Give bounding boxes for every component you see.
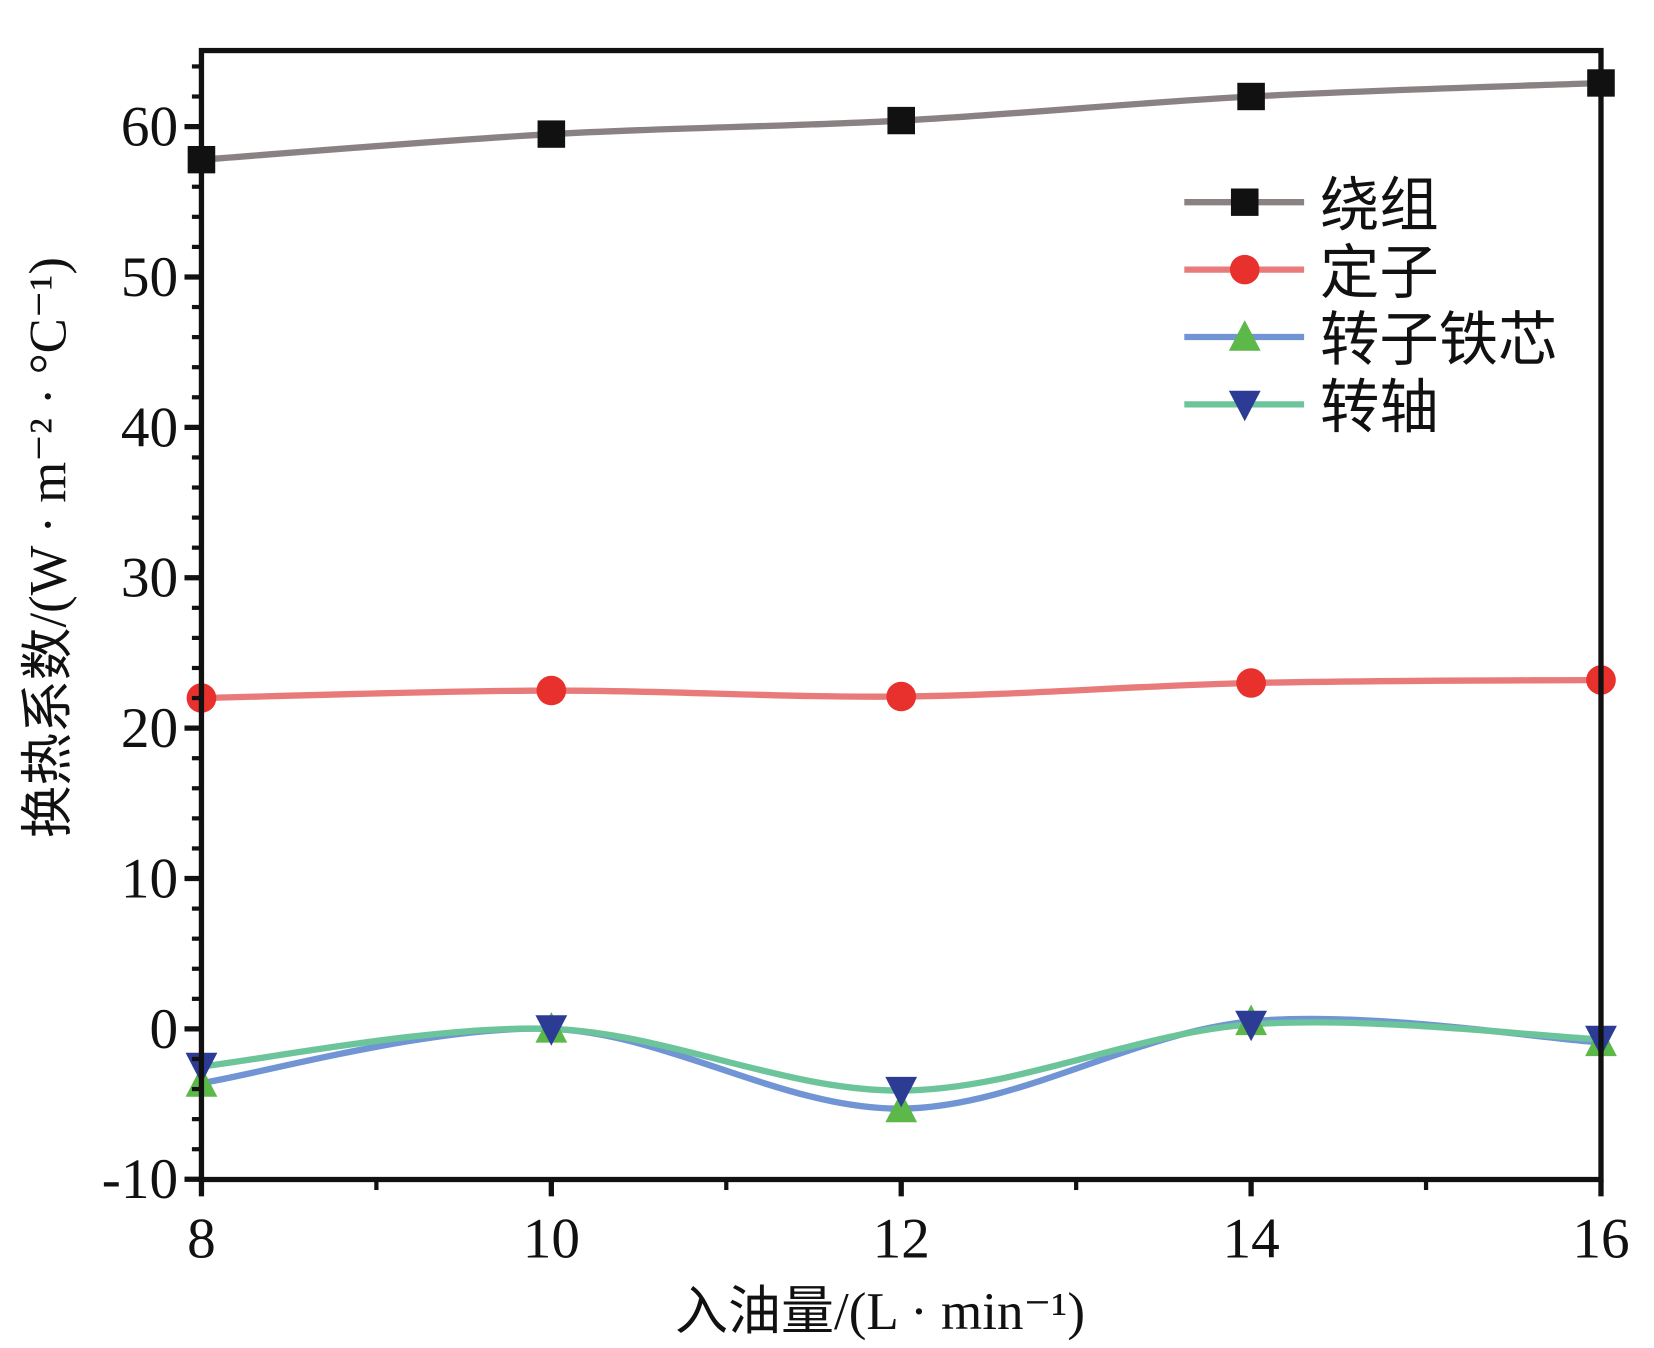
- y-tick-label: 60: [121, 96, 178, 159]
- legend-marker: [1230, 188, 1259, 216]
- data-point: [887, 106, 916, 135]
- x-tick-label: 8: [187, 1208, 216, 1271]
- legend-marker: [1229, 254, 1260, 285]
- x-tick-label: 10: [523, 1208, 580, 1271]
- series-layer: [185, 69, 1617, 1123]
- legend-label: 转子铁芯: [1320, 307, 1557, 373]
- y-tick-label: 30: [121, 547, 178, 610]
- data-point: [886, 681, 917, 712]
- legend-marker: [1228, 320, 1261, 351]
- data-point: [537, 120, 566, 148]
- y-tick-label: 10: [121, 848, 178, 911]
- legend-marker: [1228, 390, 1261, 422]
- axis-layer: 8 10 12 14 16 -10 0 10 20 30 40 50 60: [102, 64, 1630, 1271]
- x-tick-label: 16: [1572, 1208, 1629, 1271]
- data-point: [535, 1015, 568, 1046]
- legend-label: 绕组: [1320, 173, 1439, 239]
- data-point: [885, 1076, 918, 1108]
- series-markers-1: [186, 665, 1616, 713]
- y-tick-label: 0: [149, 998, 178, 1061]
- data-point: [1235, 1010, 1268, 1042]
- series-markers-0: [187, 69, 1615, 174]
- y-axis-label: 换热系数/(W · m⁻² · °C⁻¹): [20, 257, 78, 838]
- data-point: [1237, 82, 1265, 111]
- y-tick-label: 50: [121, 246, 178, 309]
- x-axis-label: 入油量/(L · min⁻¹): [675, 1283, 1085, 1341]
- legend-label: 转轴: [1320, 375, 1439, 441]
- y-tick-label: -10: [102, 1148, 178, 1211]
- legend-label: 定子: [1320, 240, 1439, 306]
- y-tick-label: 40: [121, 396, 178, 459]
- data-point: [536, 675, 567, 706]
- x-tick-label: 12: [873, 1208, 930, 1271]
- x-tick-label: 14: [1222, 1208, 1279, 1271]
- y-tick-label: 20: [121, 697, 178, 760]
- data-point: [1236, 668, 1266, 698]
